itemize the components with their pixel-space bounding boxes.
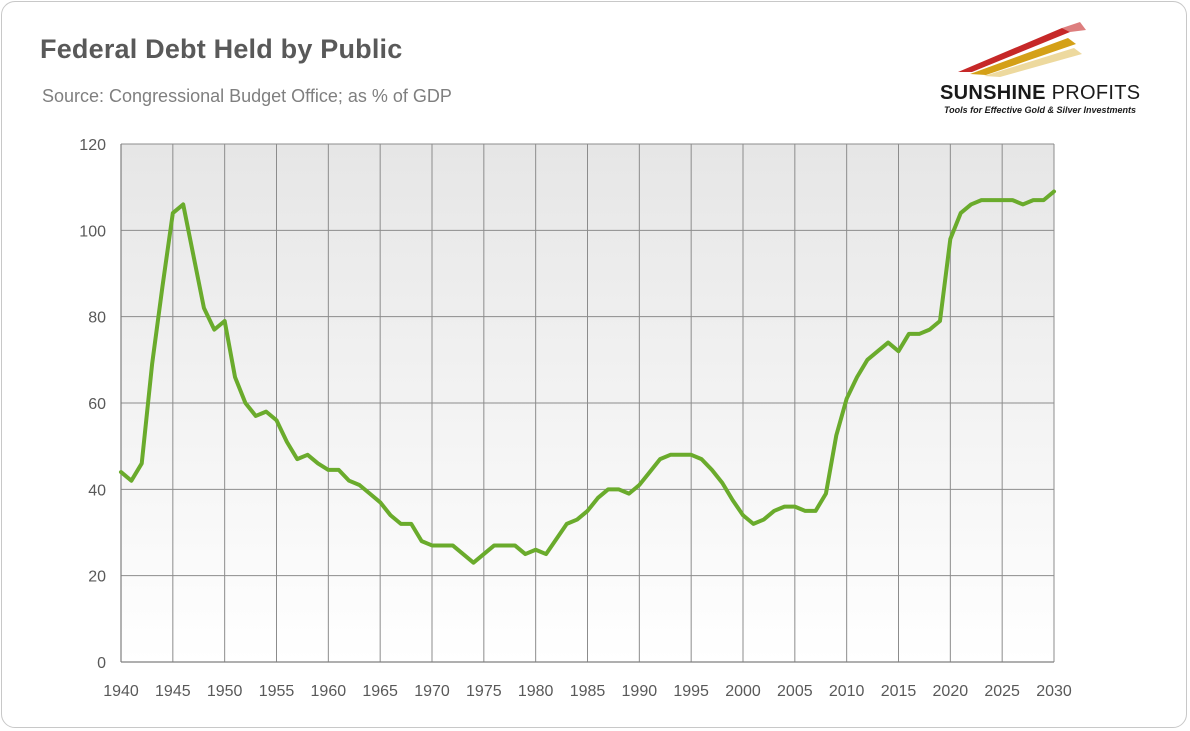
sunshine-profits-logo: SUNSHINE PROFITS Tools for Effective Gol… [930, 18, 1170, 128]
debt-series-line [119, 189, 1056, 565]
x-tick-label: 1965 [362, 683, 398, 700]
x-tick-label: 1950 [207, 683, 243, 700]
y-tick-label: 120 [79, 137, 106, 154]
x-tick-label: 2015 [881, 683, 917, 700]
y-tick-label: 60 [88, 396, 106, 413]
x-tick-label: 2025 [984, 683, 1020, 700]
x-tick-label: 1975 [466, 683, 502, 700]
x-tick-label: 2005 [777, 683, 813, 700]
x-tick-label: 2000 [725, 683, 761, 700]
y-tick-label: 80 [88, 310, 106, 327]
logo-tagline: Tools for Effective Gold & Silver Invest… [944, 105, 1137, 115]
x-tick-label: 1960 [311, 683, 347, 700]
x-tick-label: 1985 [570, 683, 606, 700]
y-tick-label: 100 [79, 223, 106, 240]
x-tick-label: 1990 [622, 683, 658, 700]
x-tick-label: 2020 [933, 683, 969, 700]
logo-name-bold: SUNSHINE [940, 82, 1046, 104]
x-tick-label: 1955 [259, 683, 295, 700]
logo-swoosh-icon [958, 22, 1086, 77]
x-tick-label: 1970 [414, 683, 450, 700]
logo-name: SUNSHINE PROFITS [940, 82, 1140, 105]
x-tick-label: 1945 [155, 683, 191, 700]
x-tick-label: 2010 [829, 683, 865, 700]
x-tick-label: 1980 [518, 683, 554, 700]
y-tick-label: 0 [97, 655, 106, 672]
logo-name-light: PROFITS [1051, 82, 1141, 104]
y-tick-label: 20 [88, 569, 106, 586]
x-tick-label: 1940 [103, 683, 139, 700]
x-tick-label: 2030 [1036, 683, 1072, 700]
x-tick-label: 1995 [673, 683, 709, 700]
chart-subtitle: Source: Congressional Budget Office; as … [42, 86, 452, 106]
chart-title: Federal Debt Held by Public [40, 34, 403, 64]
y-tick-label: 40 [88, 482, 106, 499]
